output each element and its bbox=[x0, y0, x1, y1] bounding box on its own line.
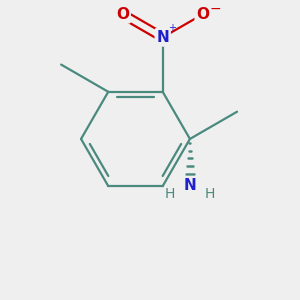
Text: +: + bbox=[168, 23, 176, 33]
Text: O: O bbox=[196, 7, 209, 22]
Text: H: H bbox=[164, 187, 175, 201]
Text: N: N bbox=[184, 178, 196, 193]
Text: N: N bbox=[156, 30, 169, 45]
Text: H: H bbox=[205, 187, 215, 201]
Text: −: − bbox=[209, 2, 221, 15]
Text: O: O bbox=[116, 7, 129, 22]
